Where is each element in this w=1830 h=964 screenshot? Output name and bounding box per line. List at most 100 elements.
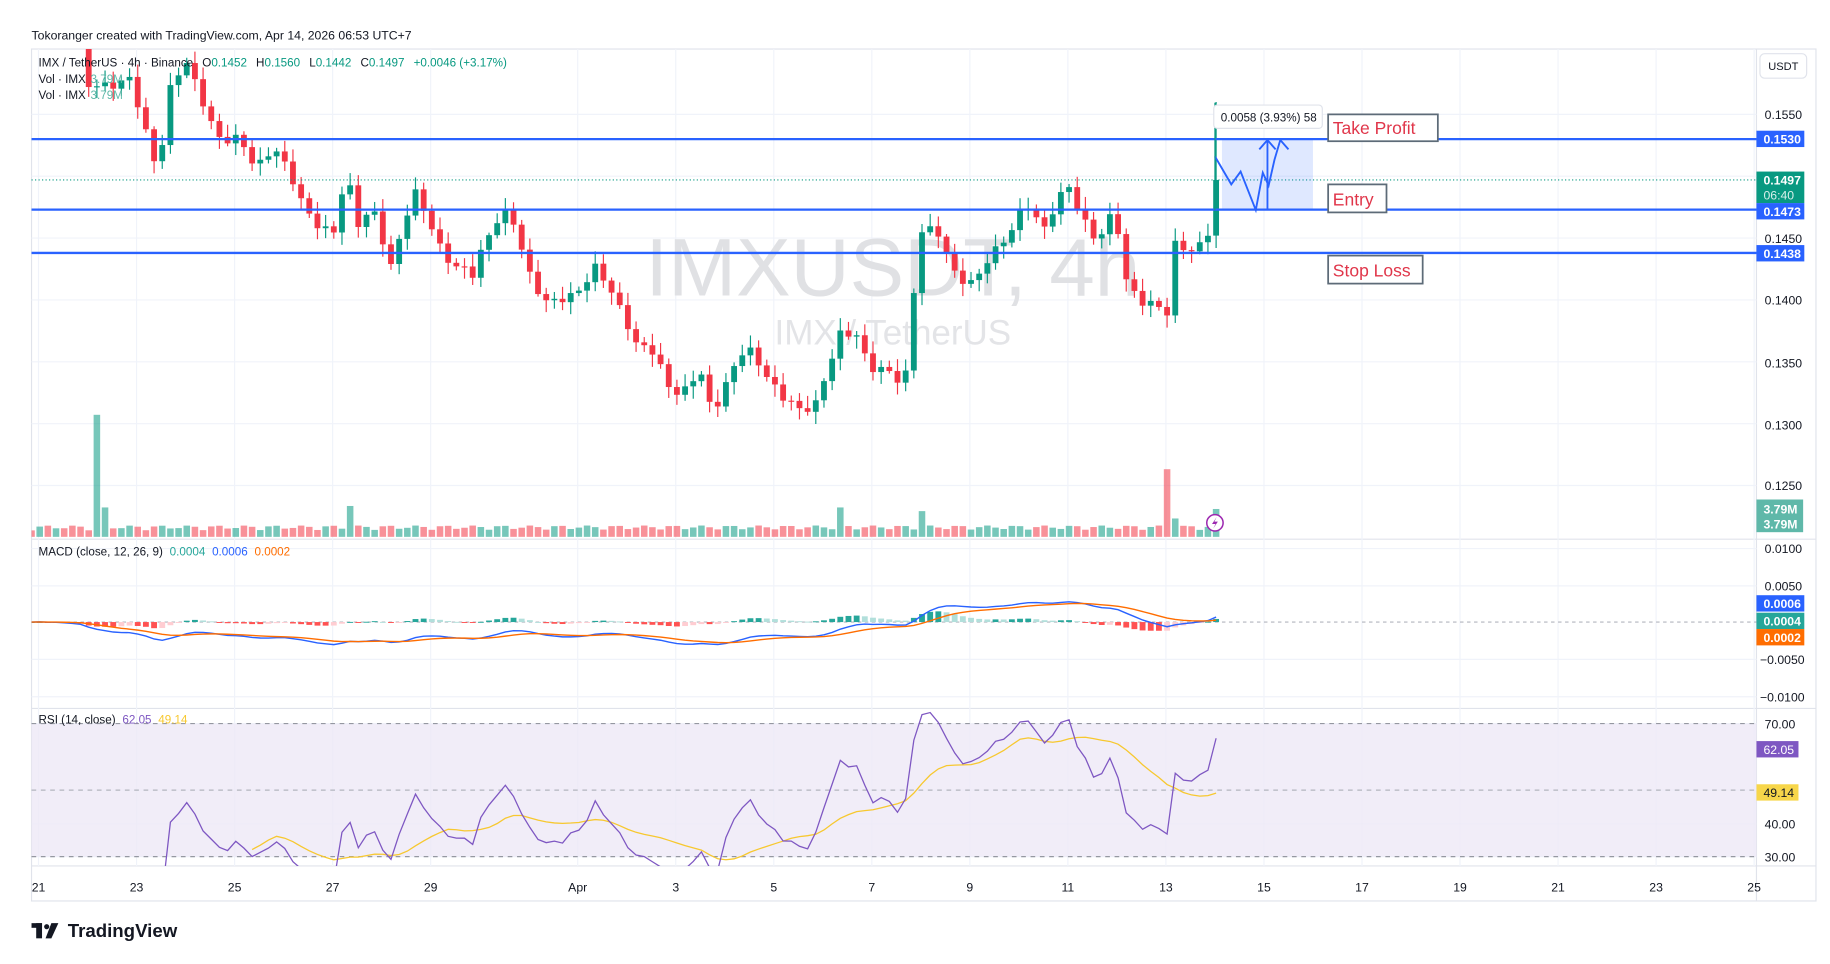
candle[interactable] [118,76,125,96]
candle[interactable] [1196,231,1203,255]
candle[interactable] [412,177,419,221]
candle-body[interactable] [428,210,435,230]
candle[interactable] [755,340,762,377]
candle-body[interactable] [216,121,223,137]
candle[interactable] [281,140,288,171]
candle-body[interactable] [616,292,623,306]
candle-body[interactable] [396,238,403,265]
candle-body[interactable] [1000,242,1007,247]
candle[interactable] [1082,196,1089,232]
candle-body[interactable] [739,355,746,367]
candle[interactable] [1049,201,1056,233]
candle[interactable] [984,251,991,284]
candle-body[interactable] [45,12,51,21]
symbol-description[interactable]: IMX / TetherUS · 4h · Binance [39,57,194,70]
rsi-title[interactable]: RSI (14, close) [39,714,116,727]
candle[interactable] [959,258,966,297]
candle[interactable] [763,359,770,382]
candle-body[interactable] [861,335,868,354]
candle-body[interactable] [249,147,256,164]
candle-body[interactable] [110,82,117,89]
candle-body[interactable] [698,374,705,382]
candle-body[interactable] [894,371,901,383]
candle-body[interactable] [175,75,182,86]
volume-legend-label[interactable]: Vol · IMX [39,89,87,102]
candle[interactable] [821,378,827,408]
candle-body[interactable] [159,145,166,162]
projected-path-drawing[interactable] [1214,138,1290,214]
candle[interactable] [690,370,697,399]
candle-body[interactable] [1090,219,1097,239]
candle[interactable] [1123,228,1130,292]
candle[interactable] [1188,246,1195,263]
candle-body[interactable] [992,246,999,264]
candle-body[interactable] [608,280,615,293]
candle-body[interactable] [804,408,811,412]
candle-body[interactable] [437,229,443,244]
candle[interactable] [861,324,868,362]
candle[interactable] [1090,211,1097,245]
candle[interactable] [592,251,599,292]
candle-body[interactable] [951,253,958,271]
take-profit-label-box[interactable] [1327,113,1439,143]
candle-body[interactable] [241,134,247,148]
candle-body[interactable] [968,280,974,284]
candle-body[interactable] [494,223,501,236]
candle[interactable] [1008,223,1015,248]
candle-body[interactable] [837,330,844,359]
candle-body[interactable] [469,266,476,278]
candle[interactable] [723,373,729,412]
candle-body[interactable] [126,76,133,81]
candle[interactable] [249,138,256,171]
candle[interactable] [420,182,427,224]
candle-body[interactable] [1180,240,1187,251]
macd-legend[interactable]: MACD (close, 12, 26, 9) 0.0004 0.0006 0.… [39,546,291,559]
candle[interactable] [624,292,631,341]
candle[interactable] [1017,198,1023,241]
candle[interactable] [1033,204,1040,224]
candle[interactable] [641,337,648,352]
candle[interactable] [910,288,917,379]
candle-body[interactable] [61,20,67,26]
candle[interactable] [257,147,264,176]
candle-body[interactable] [731,366,738,383]
candle[interactable] [1156,297,1162,311]
macd-title[interactable]: MACD (close, 12, 26, 9) [39,546,163,559]
candle[interactable] [224,124,231,147]
candle[interactable] [633,321,639,352]
currency-button[interactable] [1759,53,1808,79]
candle-body[interactable] [265,156,272,160]
candle-body[interactable] [1098,234,1105,239]
candle-body[interactable] [1082,209,1089,220]
candle[interactable] [85,35,92,97]
candle-body[interactable] [257,159,264,164]
candle[interactable] [837,318,844,371]
candle-body[interactable] [412,189,419,216]
candle-body[interactable] [371,211,378,215]
candle-body[interactable] [919,232,925,294]
candle[interactable] [902,359,909,392]
candle[interactable] [363,211,370,238]
candle[interactable] [1205,223,1211,255]
candle-body[interactable] [477,249,484,278]
candle-body[interactable] [388,244,394,265]
candle[interactable] [306,192,313,219]
candle-body[interactable] [102,82,108,87]
candle-body[interactable] [886,366,893,372]
candle-body[interactable] [461,266,468,268]
candle-body[interactable] [821,381,827,401]
candle[interactable] [437,217,443,254]
stop-loss-label-box[interactable] [1327,254,1424,285]
candle[interactable] [502,198,509,236]
candle[interactable] [273,147,280,168]
entry-label-box[interactable] [1327,183,1388,214]
candle-body[interactable] [355,185,362,227]
candle-body[interactable] [682,386,689,395]
candle[interactable] [870,341,876,381]
candle-body[interactable] [657,354,664,365]
candle-body[interactable] [878,366,885,373]
macd-signal-line[interactable] [31,602,1217,644]
candle[interactable] [290,149,296,192]
macd-line[interactable] [31,601,1217,646]
candle-body[interactable] [927,226,934,233]
